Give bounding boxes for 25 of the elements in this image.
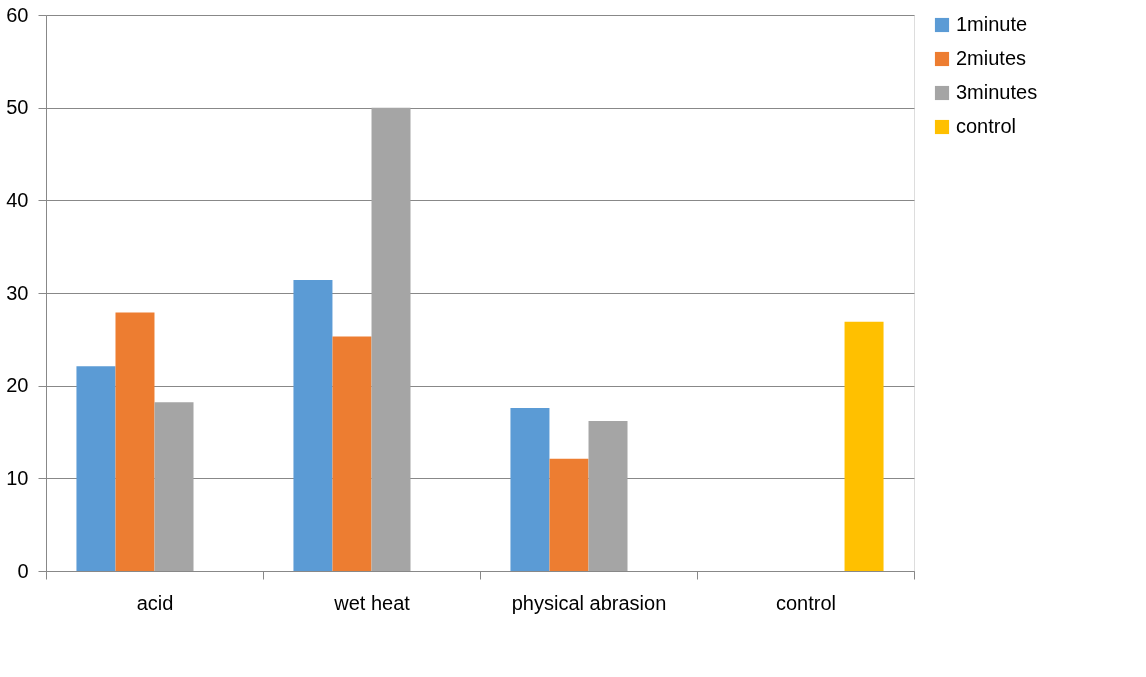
x-tick-label: physical abrasion (511, 591, 667, 614)
y-tick-label: 40 (6, 188, 29, 211)
bar (510, 407, 550, 571)
bar (332, 336, 372, 571)
bar (154, 402, 194, 571)
y-tick-label: 50 (6, 96, 29, 119)
y-tick-label: 20 (6, 374, 29, 397)
legend-label: control (956, 115, 1017, 137)
y-tick-label: 60 (6, 3, 29, 26)
legend-label: 1minute (956, 13, 1028, 35)
legend-label: 2miutes (956, 47, 1027, 69)
x-tick-label: acid (136, 591, 174, 614)
y-tick-label: 10 (6, 466, 29, 489)
y-tick-label: 30 (6, 281, 29, 304)
bar (371, 107, 411, 571)
bar (844, 321, 884, 571)
bar (293, 280, 333, 571)
bar (76, 366, 116, 571)
bar (588, 420, 628, 571)
legend-label: 3minutes (956, 81, 1038, 103)
bar (549, 458, 589, 571)
y-tick-label: 0 (17, 559, 29, 582)
bar (115, 312, 155, 571)
x-tick-label: wet heat (333, 591, 411, 614)
x-tick-label: control (775, 591, 837, 614)
